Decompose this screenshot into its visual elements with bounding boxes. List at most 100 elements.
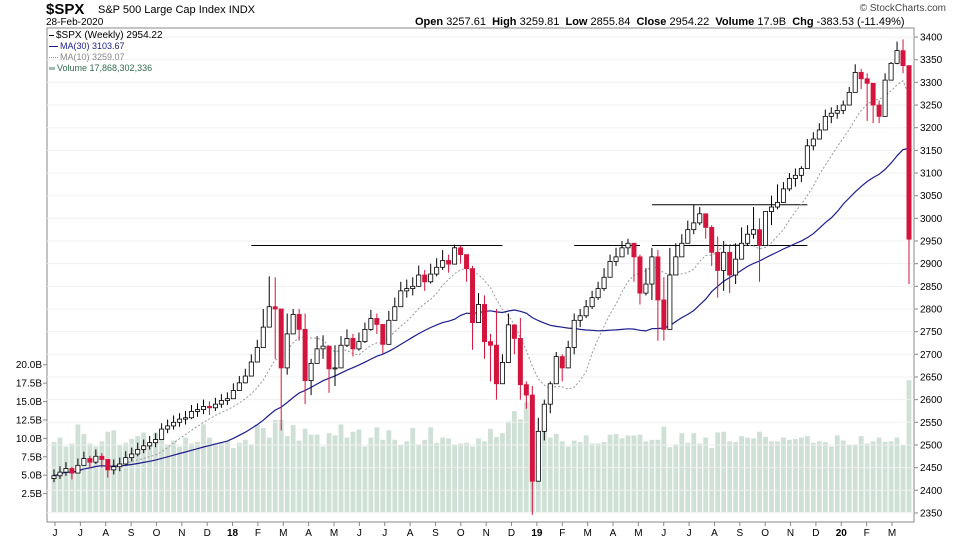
candle-body — [870, 82, 876, 106]
time-tick-label: S — [128, 528, 135, 539]
candle-body — [183, 417, 189, 420]
index-full-name: S&P 500 Large Cap Index — [98, 4, 226, 16]
volume-bar — [332, 435, 338, 512]
legend-ma30: MA(30) 3103.67 — [49, 41, 163, 52]
candle-body — [260, 326, 266, 348]
exchange-code: INDX — [228, 4, 255, 16]
candle-body — [404, 288, 410, 292]
volume-bar — [189, 443, 194, 512]
time-tick-label: D — [812, 528, 819, 539]
candle-body — [631, 242, 637, 258]
price-tick-label: 2350 — [920, 508, 943, 519]
volume-bar — [458, 443, 463, 512]
volume-bar — [314, 434, 320, 512]
volume-tick-label: 10.0B — [16, 434, 42, 445]
volume-bar — [344, 437, 350, 512]
candle-body — [81, 458, 87, 466]
candle-body — [691, 222, 697, 231]
volume-bar — [547, 437, 553, 512]
volume-bar — [195, 442, 200, 512]
candle-body — [57, 471, 63, 477]
candle-body — [416, 274, 422, 287]
volume-bar — [637, 434, 643, 512]
volume-bar — [559, 441, 565, 512]
candle-body — [499, 362, 505, 385]
price-tick-label: 3400 — [920, 33, 943, 44]
price-tick-label: 2750 — [920, 327, 943, 338]
volume-bar — [398, 444, 404, 512]
volume-bar — [99, 441, 105, 512]
volume-bar — [781, 437, 786, 512]
candle-body — [697, 213, 703, 224]
volume-bar — [763, 436, 768, 512]
volume-bar — [374, 427, 380, 512]
volume-bar — [464, 442, 469, 512]
time-tick-label: N — [787, 528, 794, 539]
candle-body — [481, 304, 487, 343]
candle-body — [200, 406, 206, 411]
time-tick-label: J — [53, 528, 58, 539]
volume-bar — [679, 433, 685, 512]
candle-body — [804, 145, 810, 169]
ma10-line — [53, 80, 910, 477]
time-tick-label: O — [761, 528, 769, 539]
candle-body — [69, 468, 75, 474]
volume-bar — [428, 427, 434, 512]
volume-tick-label: 12.5B — [16, 415, 42, 426]
volume-bar — [852, 444, 858, 512]
volume-bar — [787, 439, 792, 512]
volume-bar — [553, 433, 559, 512]
volume-bar — [500, 433, 505, 512]
candle-body — [709, 227, 715, 253]
volume-bar — [511, 411, 517, 512]
axes: 2350 2400 2450 2500 2550 2600 2650 2700 2750 2800… — [16, 33, 943, 539]
volume-bar — [350, 431, 356, 512]
volume-bar — [248, 444, 254, 512]
candle-body — [852, 72, 858, 93]
low-label: Low — [565, 16, 588, 28]
volume-bar — [452, 444, 457, 512]
candle-body — [368, 318, 374, 330]
volume-bar — [135, 436, 141, 512]
price-tick-label: 2600 — [920, 395, 943, 406]
price-tick-label: 2850 — [920, 282, 943, 293]
price-tick-label: 2550 — [920, 418, 943, 429]
volume-bar — [601, 442, 607, 512]
candle-body — [511, 324, 517, 339]
candle-body — [798, 168, 804, 176]
volume-bar — [434, 442, 440, 512]
volume-bar — [631, 435, 637, 512]
candle-body — [153, 439, 159, 444]
time-tick-label: M — [583, 528, 591, 539]
candle-body — [165, 425, 171, 430]
volume-bar — [894, 437, 900, 512]
candle-body — [63, 468, 69, 473]
volume-bar — [219, 442, 224, 512]
time-tick-label: F — [864, 528, 870, 539]
volume-bar — [302, 428, 308, 512]
volume-bar — [876, 437, 882, 512]
price-tick-label: 3050 — [920, 191, 943, 202]
legend-volume: Volume 17,868,302,336 — [49, 63, 163, 74]
candle-body — [380, 323, 386, 345]
candle-body — [673, 256, 679, 276]
candle-body — [75, 464, 81, 474]
candle-body — [613, 256, 619, 262]
volume-bar — [864, 443, 870, 512]
time-tick-label: M — [888, 528, 896, 539]
volume-bar — [236, 442, 242, 512]
volume-bar — [254, 424, 260, 512]
volume-bar — [607, 434, 613, 512]
candle-body — [302, 328, 308, 381]
candle-body — [332, 367, 338, 370]
candle-body — [768, 206, 774, 212]
candle-body — [840, 104, 846, 111]
candle-body — [828, 112, 834, 117]
candle-body — [242, 375, 248, 384]
candle-body — [135, 449, 141, 455]
volume-tick-label: 15.0B — [16, 397, 42, 408]
candle-body — [458, 247, 464, 256]
volume-bar — [565, 446, 571, 512]
volume-bar — [320, 446, 326, 512]
candle-body — [505, 324, 511, 363]
